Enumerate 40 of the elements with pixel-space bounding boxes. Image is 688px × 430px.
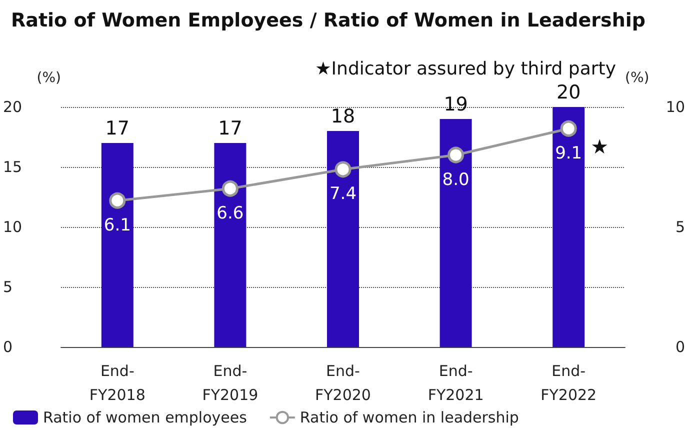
y-tick-label: 5 bbox=[3, 278, 13, 296]
legend-label: Ratio of women in leadership bbox=[300, 408, 519, 426]
data-label: 18 bbox=[330, 106, 356, 128]
y2-axis-title: (%) bbox=[625, 70, 650, 86]
data-label: 20 bbox=[556, 82, 581, 104]
y-tick-label: 10 bbox=[3, 218, 22, 236]
bar bbox=[214, 143, 246, 347]
x-tick-label: End- FY2021 bbox=[428, 362, 484, 404]
y2-tick-label: 0 bbox=[675, 338, 685, 356]
data-label: 8.0 bbox=[442, 170, 470, 190]
chart-title: Ratio of Women Employees / Ratio of Women in Leadership bbox=[11, 10, 646, 32]
y2-tick-label: 5 bbox=[675, 218, 685, 236]
data-label: 9.1 bbox=[555, 143, 582, 164]
data-label: 17 bbox=[218, 118, 242, 140]
text: ★Indicator assured by third party bbox=[315, 58, 616, 80]
point bbox=[334, 161, 352, 178]
point bbox=[109, 192, 126, 209]
data-label: 6.1 bbox=[104, 215, 131, 236]
bar bbox=[101, 143, 134, 347]
x-tick-label: End- FY2019 bbox=[202, 362, 258, 404]
point bbox=[560, 120, 577, 137]
point bbox=[448, 146, 464, 164]
x-tick-label: End- FY2022 bbox=[540, 362, 597, 404]
y-axis-title: (%) bbox=[36, 70, 61, 86]
bar bbox=[552, 107, 585, 347]
bar bbox=[440, 119, 472, 347]
y-tick-label: 15 bbox=[3, 158, 22, 176]
legend-label: Ratio of women employees bbox=[43, 408, 248, 426]
x-tick-label: End- FY2018 bbox=[89, 362, 146, 404]
data-label: 17 bbox=[105, 118, 130, 140]
bar bbox=[327, 131, 359, 347]
y-tick-label: 20 bbox=[3, 98, 22, 116]
data-label: 6.6 bbox=[216, 203, 244, 224]
y2-tick-label: 10 bbox=[666, 98, 685, 116]
point bbox=[222, 180, 238, 197]
data-label: 19 bbox=[444, 94, 468, 116]
data-label: 7.4 bbox=[329, 184, 357, 204]
annotation: ★ bbox=[590, 134, 609, 159]
x-tick-label: End- FY2020 bbox=[315, 362, 371, 404]
y-tick-label: 0 bbox=[3, 338, 13, 356]
